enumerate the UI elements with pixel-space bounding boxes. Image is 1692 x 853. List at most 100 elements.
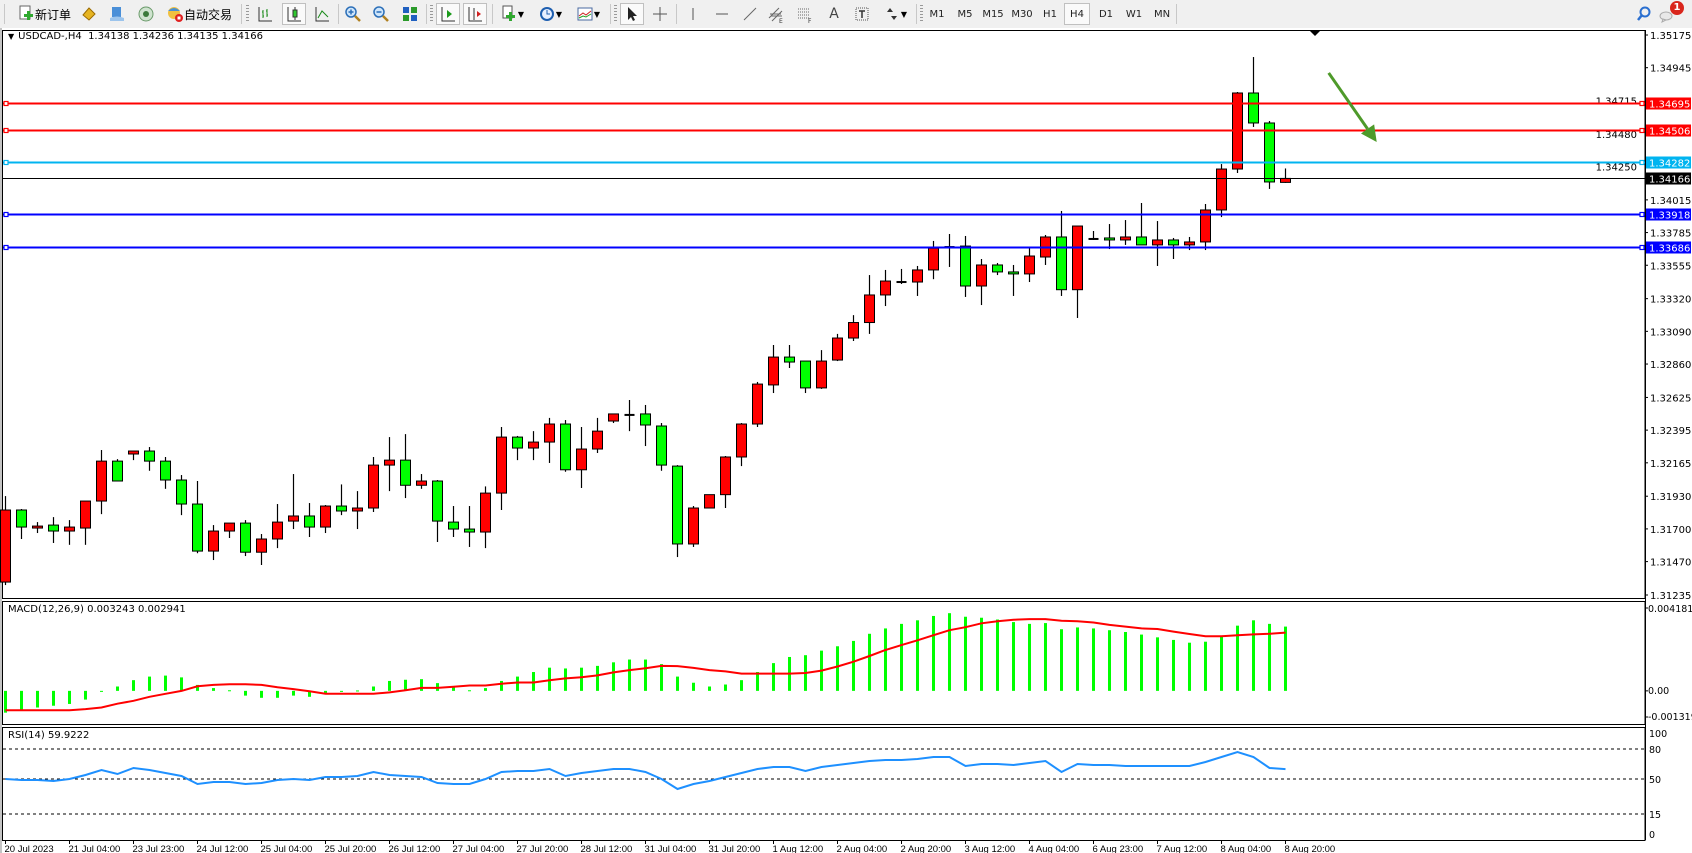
vertical-line-tool-button[interactable]	[682, 3, 704, 25]
candle-bullish	[832, 337, 843, 361]
macd-histogram-bar	[500, 680, 503, 691]
timeframe-w1-button[interactable]: W1	[1125, 8, 1143, 20]
candle-bullish	[880, 280, 891, 296]
macd-histogram-bar	[1108, 630, 1111, 691]
chart-shift-button[interactable]	[463, 3, 487, 25]
indicators-button[interactable]: ▼	[571, 3, 605, 25]
toolbar-grip[interactable]	[920, 5, 923, 23]
macd-histogram-bar	[1172, 639, 1175, 691]
macd-histogram-bar	[1284, 626, 1287, 691]
macd-histogram-bar	[324, 690, 327, 694]
fibonacci-tool-button[interactable]: F	[794, 3, 816, 25]
macd-histogram-bar	[1028, 623, 1031, 691]
macd-histogram-bar	[420, 679, 423, 691]
candle-bearish	[784, 356, 795, 363]
new-order-label: 新订单	[34, 7, 71, 22]
timeframe-h4-button[interactable]: H4	[1064, 3, 1090, 25]
toolbar-separator	[610, 4, 611, 24]
rsi-tick-label: 0	[1649, 830, 1655, 841]
zoom-out-button[interactable]	[370, 3, 392, 25]
arrows-tool-button[interactable]: ▼	[878, 3, 912, 25]
toolbar-grip[interactable]	[614, 5, 617, 23]
new-order-button[interactable]: 新订单	[12, 3, 76, 25]
toolbar-grip[interactable]	[246, 5, 249, 23]
line-handle-left[interactable]	[3, 244, 9, 251]
candlestick-chart-button[interactable]	[282, 3, 306, 25]
macd-histogram-bar	[1188, 642, 1191, 691]
market-watch-button[interactable]	[78, 3, 100, 25]
toolbar-separator	[676, 4, 677, 24]
line-chart-button[interactable]	[311, 3, 333, 25]
text-tool-button[interactable]: A	[823, 3, 845, 25]
clock-icon	[539, 7, 554, 21]
candle-bullish	[720, 456, 731, 496]
line-handle-right[interactable]	[1639, 159, 1645, 166]
symbol-ohlc-label: USDCAD-,H4 1.34138 1.34236 1.34135 1.341…	[18, 31, 264, 42]
candle-bullish	[32, 525, 43, 529]
candle-bearish	[1008, 271, 1019, 275]
candle-bullish	[688, 507, 699, 545]
line-handle-left[interactable]	[3, 211, 9, 218]
navigator-button[interactable]	[135, 3, 157, 25]
line-handle-right[interactable]	[1639, 244, 1645, 251]
zoom-out-icon	[373, 6, 389, 22]
auto-scroll-button[interactable]	[436, 3, 460, 25]
timeframe-m1-button[interactable]: M1	[929, 8, 945, 20]
line-handle-left[interactable]	[3, 159, 9, 166]
timeframe-h1-button[interactable]: H1	[1043, 8, 1057, 20]
timeframe-mn-button[interactable]: MN	[1153, 8, 1171, 20]
current-price-label: 1.34166	[1649, 175, 1690, 186]
toolbar-grip[interactable]	[430, 5, 433, 23]
messages-button[interactable]	[1656, 3, 1678, 25]
candle-bullish	[128, 450, 139, 455]
timeframe-m5-button[interactable]: M5	[957, 8, 973, 20]
trendline-tool-button[interactable]	[739, 3, 761, 25]
text-label-tool-button[interactable]	[851, 3, 873, 25]
collapse-triangle-icon[interactable]: ▼	[8, 32, 15, 41]
candle-bearish	[672, 465, 683, 545]
candle-bullish	[608, 413, 619, 422]
macd-histogram-bar	[996, 619, 999, 691]
line-handle-right[interactable]	[1639, 100, 1645, 107]
macd-histogram-bar	[676, 676, 679, 691]
crosshair-tool-button[interactable]	[649, 3, 671, 25]
price-tick-label: 1.34250	[1596, 162, 1637, 173]
toolbar-separator	[241, 4, 242, 24]
bar-chart-button[interactable]	[254, 3, 276, 25]
line-handle-right[interactable]	[1639, 211, 1645, 218]
zoom-in-button[interactable]	[342, 3, 364, 25]
candle-bearish	[1104, 237, 1115, 241]
line-handle-left[interactable]	[3, 100, 9, 107]
chart-shift-marker-icon	[1310, 31, 1320, 36]
price-tick-label: 1.34480	[1596, 130, 1637, 141]
time-tick-label: 26 Jul 12:00	[389, 844, 441, 853]
macd-histogram-bar	[516, 676, 519, 691]
chat-icon	[1659, 11, 1673, 23]
data-window-button[interactable]	[106, 3, 128, 25]
timeframe-m15-button[interactable]: M15	[982, 8, 1004, 20]
line-handle-left[interactable]	[3, 127, 9, 134]
macd-histogram-bar	[1124, 631, 1127, 691]
candle-bullish	[752, 383, 763, 425]
new-chart-button[interactable]: ▼	[495, 3, 529, 25]
cursor-tool-button[interactable]	[620, 3, 644, 25]
time-tick-label: 4 Aug 04:00	[1029, 844, 1080, 853]
timeframe-d1-button[interactable]: D1	[1098, 8, 1114, 20]
arrow-annotation-shaft	[1327, 72, 1369, 130]
timeframe-m30-button[interactable]: M30	[1011, 8, 1033, 20]
symbol-header: ▼ USDCAD-,H4 1.34138 1.34236 1.34135 1.34…	[8, 31, 263, 42]
line-handle-right[interactable]	[1639, 127, 1645, 134]
candle-bearish	[1264, 122, 1275, 183]
candle-bearish	[960, 245, 971, 287]
equidistant-channel-tool-button[interactable]: E	[765, 3, 787, 25]
price-tick-label: 1.32165	[1650, 459, 1691, 470]
price-tick-label: 1.31470	[1650, 558, 1691, 569]
auto-trading-button[interactable]: 自动交易	[163, 3, 235, 25]
search-button[interactable]	[1634, 3, 1654, 25]
time-tick-label: 28 Jul 12:00	[581, 844, 633, 853]
tile-windows-icon	[403, 7, 417, 21]
tile-windows-button[interactable]	[399, 3, 421, 25]
horizontal-line-tool-button[interactable]	[711, 3, 733, 25]
periods-button[interactable]: ▼	[533, 3, 567, 25]
